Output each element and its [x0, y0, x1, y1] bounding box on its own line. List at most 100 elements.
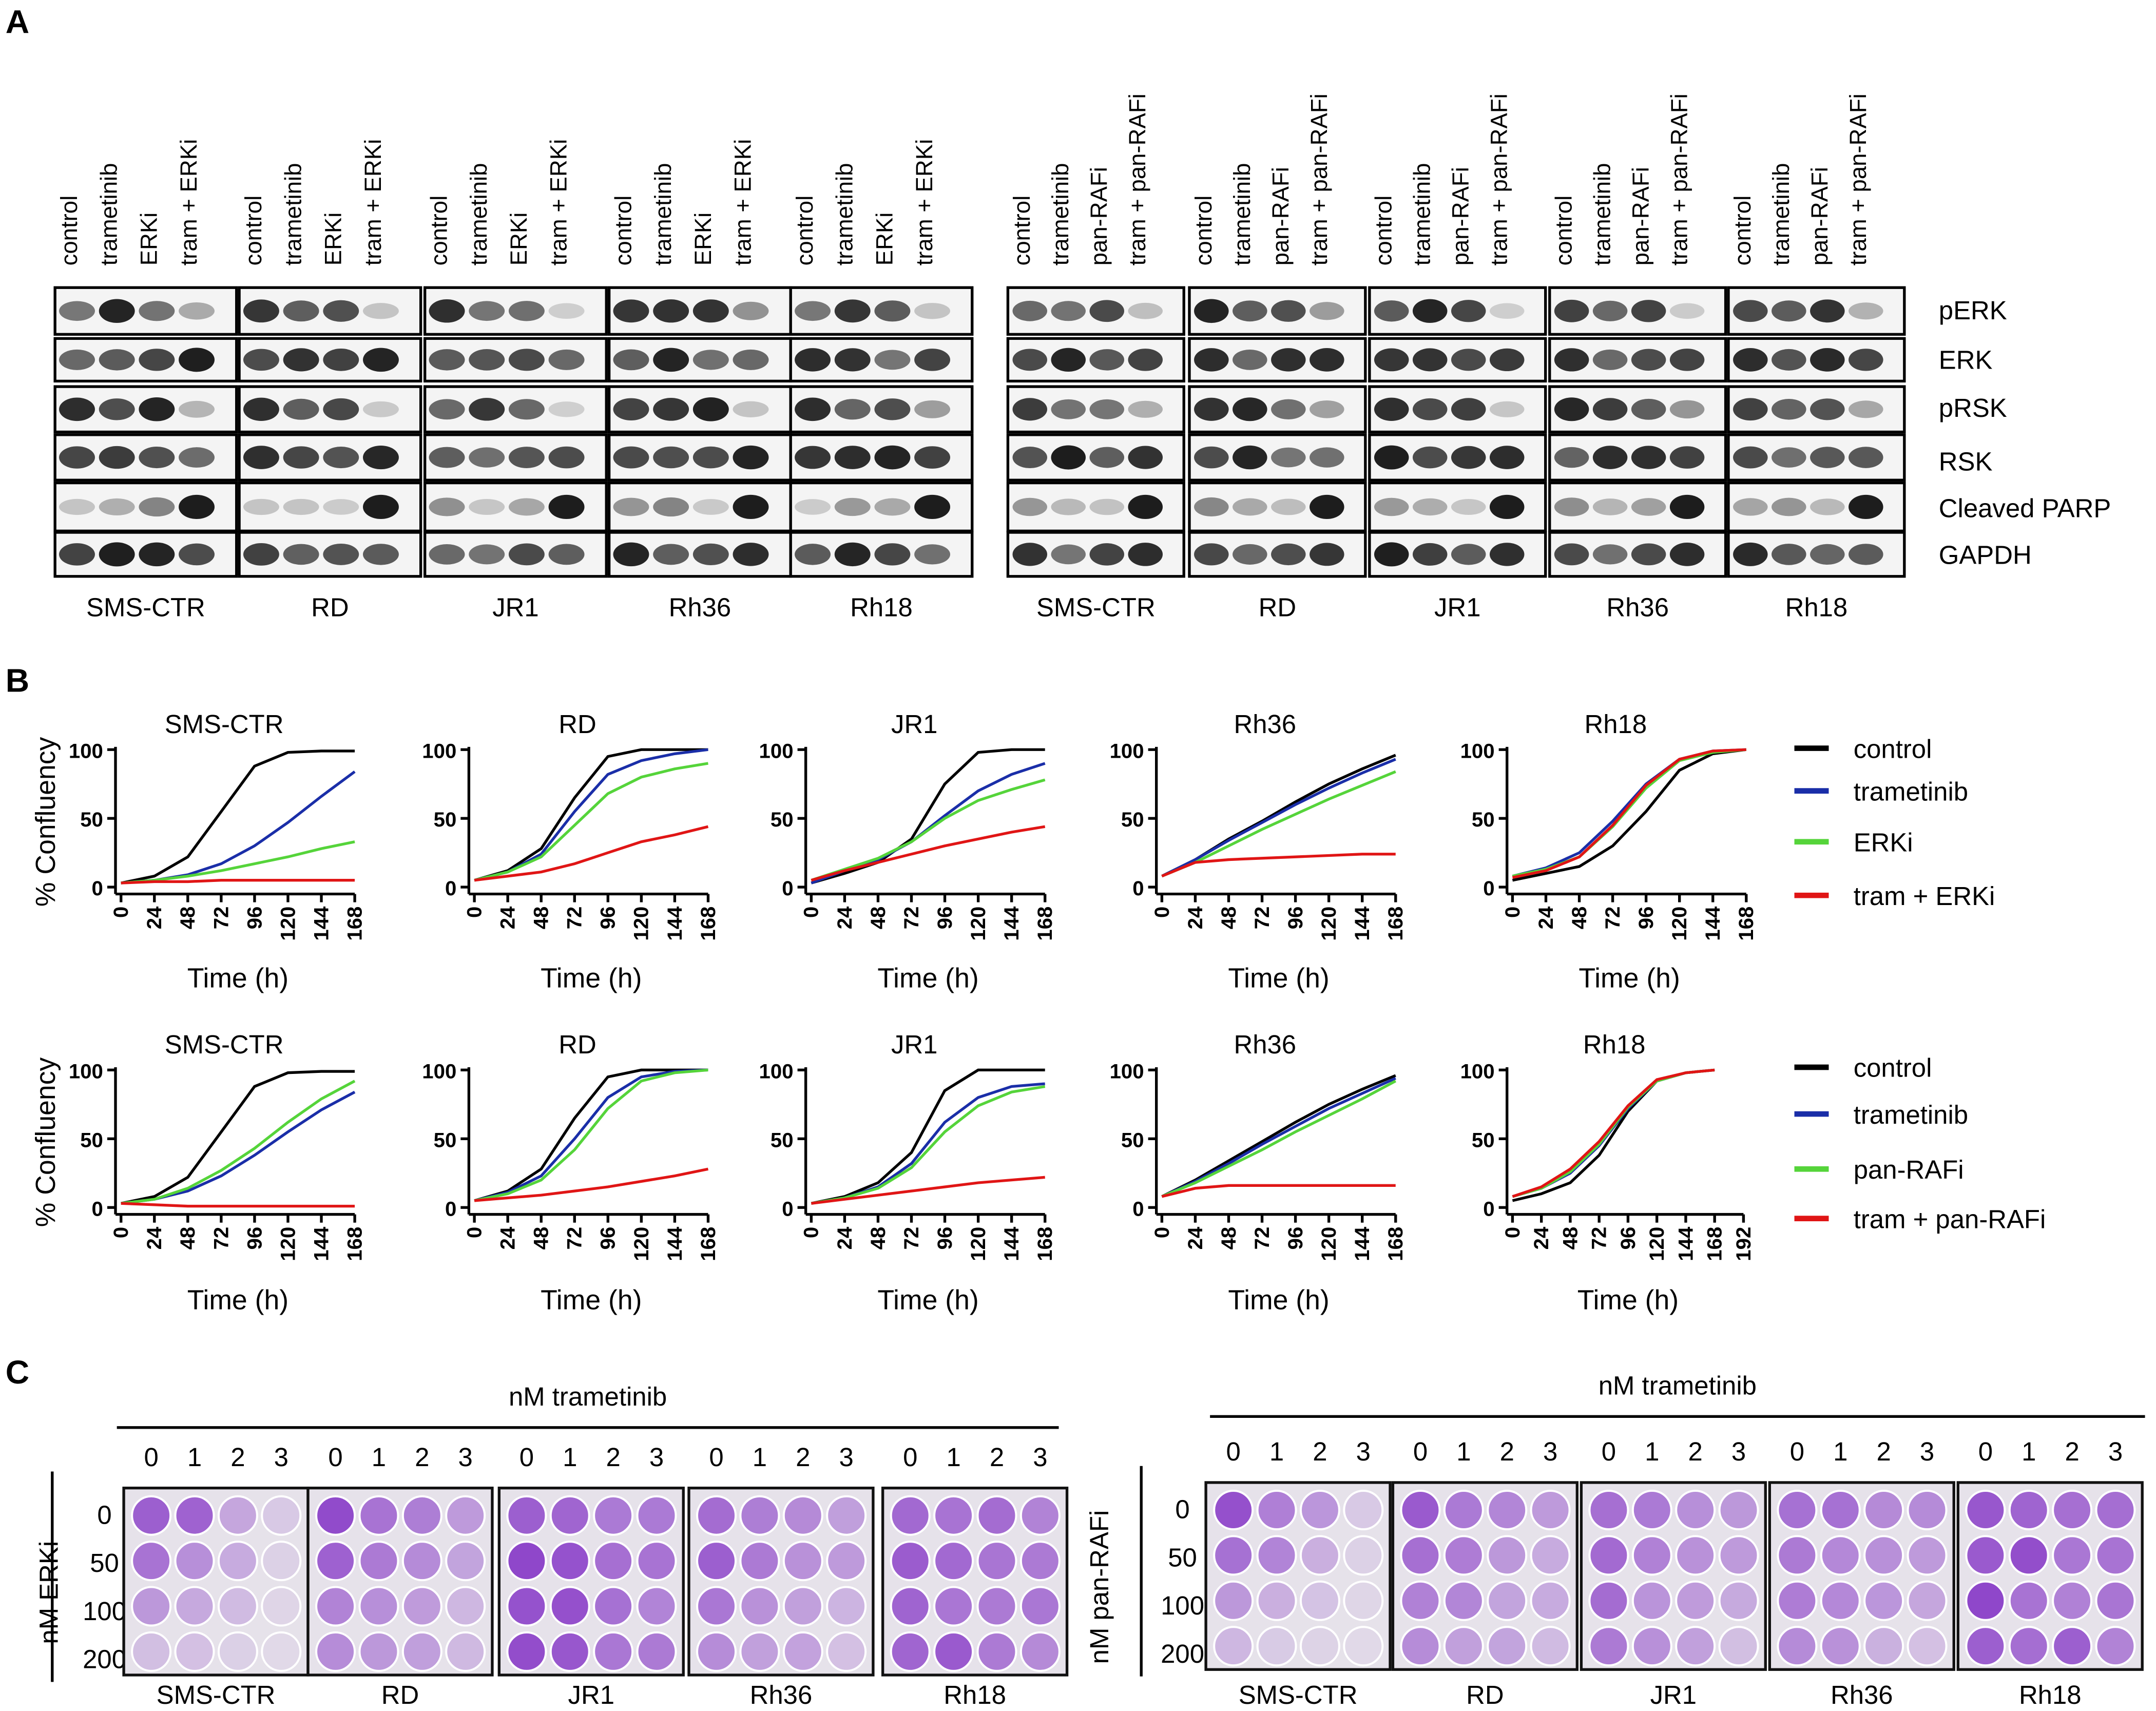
well	[1443, 1626, 1484, 1667]
well	[401, 1586, 442, 1627]
band	[548, 494, 585, 520]
col-dose: 2	[796, 1443, 810, 1472]
y-tick-label: 50	[434, 1128, 457, 1151]
well	[1019, 1541, 1061, 1582]
y-group-label: nM ERKi	[34, 1541, 63, 1644]
cell-line-label: Rh18	[2019, 1680, 2082, 1709]
band	[1012, 349, 1048, 371]
well	[636, 1631, 677, 1672]
band	[283, 398, 319, 420]
cell-line-label: Rh36	[750, 1680, 813, 1709]
band	[1051, 348, 1086, 372]
well	[1907, 1626, 1948, 1667]
band	[1051, 445, 1086, 470]
band	[1233, 349, 1267, 370]
x-tick-label: 144	[310, 906, 333, 941]
series-line	[1512, 748, 1747, 878]
band	[1669, 494, 1705, 520]
x-tick-label: 0	[800, 1227, 823, 1238]
well	[1777, 1489, 1818, 1531]
y-tick-label: 50	[771, 808, 794, 831]
band	[1271, 399, 1306, 419]
y-tick-label: 0	[92, 877, 103, 900]
band	[1849, 349, 1883, 371]
band	[914, 400, 951, 418]
well	[1487, 1535, 1528, 1576]
band	[1810, 498, 1845, 515]
x-tick-label: 144	[1000, 906, 1023, 941]
legend-label: trametinib	[1854, 777, 1968, 806]
series-line	[474, 1068, 708, 1202]
band	[179, 447, 215, 468]
col-dose: 1	[753, 1443, 767, 1472]
band	[1849, 400, 1883, 418]
lane-label: trametinib	[466, 163, 492, 266]
x-tick-label: 0	[109, 907, 132, 918]
row-label: ERK	[1939, 345, 1993, 374]
band	[363, 348, 399, 372]
band	[1772, 399, 1806, 420]
band	[363, 494, 399, 520]
band	[99, 299, 135, 323]
y-tick-label: 50	[1121, 808, 1144, 831]
well	[315, 1631, 356, 1672]
band	[795, 348, 831, 372]
series-line	[474, 1068, 708, 1202]
band	[429, 497, 465, 516]
panel-label: A	[6, 4, 29, 41]
band	[613, 349, 649, 371]
band	[548, 446, 585, 469]
band	[1012, 300, 1048, 321]
band	[1412, 348, 1448, 372]
band	[692, 350, 729, 370]
col-dose: 1	[1645, 1437, 1659, 1466]
well	[782, 1586, 823, 1627]
x-tick-label: 96	[596, 1227, 620, 1250]
band	[1631, 300, 1666, 322]
lane-label: control	[1371, 196, 1397, 266]
col-dose: 0	[1978, 1437, 1993, 1466]
cell-line-label: JR1	[492, 592, 538, 622]
x-group-label: nM trametinib	[509, 1382, 667, 1411]
well	[401, 1541, 442, 1582]
well	[593, 1541, 634, 1582]
well	[1400, 1580, 1441, 1621]
well	[1443, 1489, 1484, 1531]
band	[692, 543, 729, 566]
well	[506, 1541, 547, 1582]
lane-label: pan-RAFi	[1448, 167, 1474, 265]
x-tick-label: 72	[563, 907, 586, 930]
well	[636, 1586, 677, 1627]
x-tick-label: 24	[1530, 1226, 1553, 1249]
well	[1588, 1535, 1629, 1576]
x-tick-label: 120	[1317, 1227, 1340, 1261]
band	[1772, 544, 1806, 565]
band	[1849, 544, 1883, 565]
well	[131, 1586, 172, 1627]
well	[826, 1541, 867, 1582]
well	[1530, 1535, 1571, 1576]
band	[243, 299, 279, 323]
well	[890, 1541, 931, 1582]
col-dose: 1	[372, 1443, 386, 1472]
well	[358, 1495, 399, 1536]
band	[1412, 446, 1448, 469]
band	[1051, 301, 1086, 321]
chart-title: Rh18	[1585, 709, 1647, 739]
col-dose: 1	[1269, 1437, 1284, 1466]
band	[874, 300, 911, 322]
band	[1733, 398, 1768, 421]
band	[243, 543, 279, 566]
well	[358, 1631, 399, 1672]
band	[1554, 447, 1589, 468]
band	[1592, 446, 1628, 469]
x-axis-label: Time (h)	[541, 1285, 642, 1315]
x-tick-label: 192	[1732, 1227, 1755, 1261]
x-tick-label: 48	[1568, 907, 1591, 930]
well	[1863, 1580, 1904, 1621]
cell-line-label: SMS-CTR	[1239, 1680, 1358, 1709]
well	[261, 1495, 302, 1536]
col-dose: 0	[328, 1443, 342, 1472]
band	[1089, 300, 1124, 322]
lane-label: tram + ERKi	[360, 139, 386, 266]
